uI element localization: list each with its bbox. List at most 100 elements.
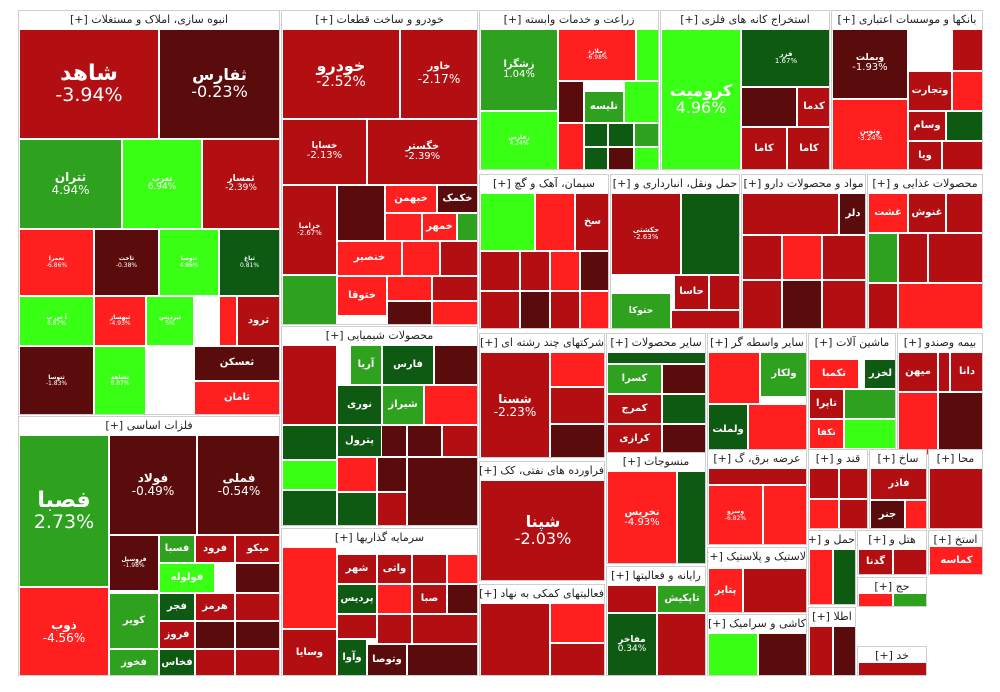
sector-title[interactable]: ساخ [+]	[870, 450, 926, 468]
stock-tile[interactable]: ثرود	[237, 296, 279, 346]
sector-title[interactable]: سایر واسطه گر [+]	[708, 334, 806, 352]
stock-tile[interactable]	[657, 613, 705, 675]
stock-tile[interactable]: ثنوسا 4.86%	[159, 229, 219, 296]
stock-tile[interactable]: واتی	[377, 554, 412, 584]
sector-title[interactable]: فلزات اساسی [+]	[19, 417, 279, 435]
stock-tile[interactable]: تاپکیش	[657, 585, 705, 613]
stock-tile[interactable]	[708, 352, 760, 404]
sector-title[interactable]: لاستیک و پلاستیک [+]	[708, 548, 806, 566]
stock-tile[interactable]	[282, 460, 337, 490]
sector-title[interactable]: ماشین آلات [+]	[809, 334, 895, 352]
sector-title[interactable]: بانکها و موسسات اعتباری [+]	[832, 11, 982, 29]
sector-title[interactable]: محصولات شیمیایی [+]	[282, 327, 477, 345]
stock-tile[interactable]	[822, 235, 865, 280]
stock-tile[interactable]: فزر 1.67%	[741, 29, 829, 87]
stock-tile[interactable]: کرومیت 4.96%	[661, 29, 741, 169]
stock-tile[interactable]	[822, 280, 865, 328]
stock-tile[interactable]: ثبهساز -4.93%	[94, 296, 146, 346]
stock-tile[interactable]	[235, 649, 279, 675]
stock-tile[interactable]: خبهمن	[385, 185, 437, 213]
sector-title[interactable]: حمل و [+]	[809, 531, 855, 549]
stock-tile[interactable]: وتوبن -3.24%	[832, 99, 908, 169]
stock-tile[interactable]: زشگزا 1.04%	[480, 29, 558, 111]
stock-tile[interactable]: وبملت -1.93%	[832, 29, 908, 99]
sector-title[interactable]: فراورده های نفتی، کک [+]	[480, 462, 604, 480]
stock-tile[interactable]	[377, 614, 412, 644]
stock-tile[interactable]: غشت	[868, 193, 908, 233]
stock-tile[interactable]	[520, 291, 550, 328]
stock-tile[interactable]: وسایا	[282, 629, 337, 675]
stock-tile[interactable]: هرمز	[195, 593, 235, 621]
stock-tile[interactable]	[662, 424, 705, 454]
stock-tile[interactable]	[558, 123, 584, 169]
stock-tile[interactable]	[235, 563, 279, 593]
stock-tile[interactable]: ختوقا	[337, 276, 387, 316]
stock-tile[interactable]	[580, 291, 608, 328]
stock-tile[interactable]: کرازی	[607, 424, 662, 454]
stock-tile[interactable]: فسبا	[159, 535, 195, 563]
sector-title[interactable]: قند و [+]	[809, 450, 867, 468]
sector-title[interactable]: فعالیتهای کمکی به نهاد [+]	[480, 585, 604, 603]
stock-tile[interactable]: خودرو -2.52%	[282, 29, 400, 119]
stock-tile[interactable]	[898, 283, 982, 328]
stock-tile[interactable]	[893, 549, 926, 574]
stock-tile[interactable]: شستا -2.23%	[480, 352, 550, 457]
stock-tile[interactable]: فملی -0.54%	[197, 435, 279, 535]
stock-tile[interactable]	[844, 419, 895, 449]
stock-tile[interactable]	[442, 425, 477, 457]
stock-tile[interactable]: ثتران 4.94%	[19, 139, 122, 229]
stock-tile[interactable]: خاور -2.17%	[400, 29, 477, 119]
stock-tile[interactable]: وسام	[908, 111, 946, 141]
stock-tile[interactable]	[447, 554, 477, 584]
stock-tile[interactable]: کماسه	[929, 546, 982, 574]
stock-tile[interactable]: صبا	[412, 584, 447, 614]
stock-tile[interactable]	[550, 251, 580, 291]
sector-title[interactable]: اطلا [+]	[809, 608, 855, 626]
stock-tile[interactable]	[480, 251, 520, 291]
stock-tile[interactable]	[952, 29, 982, 71]
stock-tile[interactable]	[520, 251, 550, 291]
stock-tile[interactable]: نوری	[337, 385, 382, 425]
stock-tile[interactable]	[377, 457, 407, 492]
stock-tile[interactable]	[480, 603, 550, 675]
stock-tile[interactable]: کویر	[109, 593, 159, 649]
stock-tile[interactable]: میکو	[235, 535, 279, 563]
stock-tile[interactable]	[952, 71, 982, 111]
stock-tile[interactable]: ویا	[908, 141, 942, 169]
stock-tile[interactable]: لخزر	[864, 359, 895, 389]
stock-tile[interactable]	[235, 593, 279, 621]
stock-tile[interactable]: شهر	[337, 554, 377, 584]
stock-tile[interactable]	[235, 621, 279, 649]
stock-tile[interactable]: ثعمرا -6.86%	[19, 229, 94, 296]
stock-tile[interactable]: فارس	[382, 345, 434, 385]
stock-tile[interactable]: جنر	[870, 500, 905, 528]
stock-tile[interactable]: خکمک	[437, 185, 477, 213]
stock-tile[interactable]: فروسيل -1.98%	[109, 535, 159, 591]
stock-tile[interactable]: وسرو -6.82%	[708, 485, 763, 544]
stock-tile[interactable]	[608, 147, 634, 169]
stock-tile[interactable]	[550, 643, 604, 675]
stock-tile[interactable]	[708, 468, 806, 485]
stock-tile[interactable]	[195, 621, 235, 649]
stock-tile[interactable]	[858, 593, 893, 606]
stock-tile[interactable]	[607, 352, 705, 364]
stock-tile[interactable]	[742, 235, 782, 280]
stock-tile[interactable]	[480, 193, 535, 251]
stock-tile[interactable]: وتجارت	[908, 71, 952, 111]
stock-tile[interactable]	[782, 235, 822, 280]
stock-tile[interactable]	[440, 241, 477, 276]
stock-tile[interactable]	[282, 275, 337, 324]
stock-tile[interactable]: آریا	[350, 345, 382, 385]
stock-tile[interactable]	[550, 387, 604, 424]
stock-tile[interactable]: تاپرا	[809, 389, 844, 419]
stock-tile[interactable]: شیراز	[382, 385, 424, 425]
stock-tile[interactable]	[742, 280, 782, 328]
stock-tile[interactable]	[833, 626, 855, 675]
sector-title[interactable]: سایر محصولات [+]	[607, 334, 705, 352]
sector-title[interactable]: مواد و محصولات دارو [+]	[742, 175, 865, 193]
stock-tile[interactable]	[550, 424, 604, 457]
stock-tile[interactable]	[337, 614, 377, 639]
stock-tile[interactable]: فروز	[159, 621, 195, 649]
stock-tile[interactable]	[434, 345, 477, 385]
stock-tile[interactable]	[282, 490, 337, 525]
